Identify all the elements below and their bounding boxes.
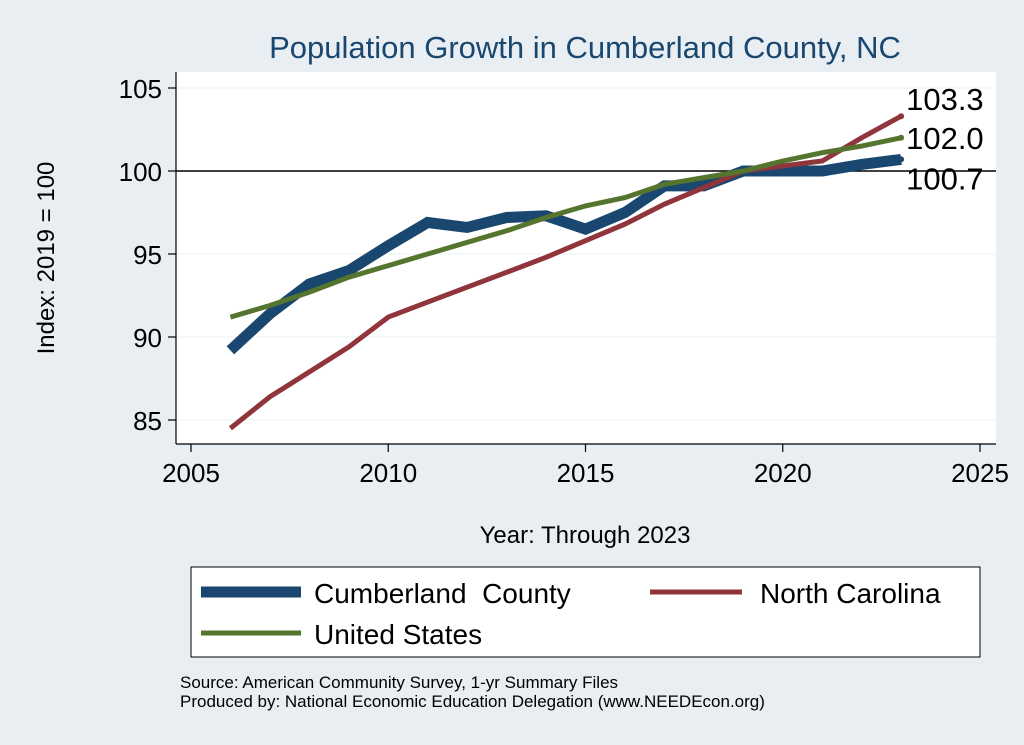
y-tick-label: 95: [133, 240, 162, 270]
plot-area: [176, 72, 996, 444]
legend-box: [190, 566, 981, 658]
x-tick-label: 2020: [754, 458, 812, 488]
x-tick-label: 2005: [162, 458, 220, 488]
legend-label-cumberland: Cumberland County: [314, 578, 571, 609]
legend-label-united-states: United States: [314, 619, 482, 650]
series-lines: [226, 114, 903, 431]
end-label-united-states: 102.0: [906, 121, 984, 156]
legend-label-north-carolina: North Carolina: [760, 578, 941, 609]
end-marker-cumberland-county: [898, 156, 905, 163]
series-line-united-states: [229, 135, 902, 320]
producer-note: Produced by: National Economic Education…: [180, 692, 765, 711]
x-tick-label: 2015: [557, 458, 615, 488]
y-axis-label: Index: 2019 = 100: [33, 162, 60, 355]
x-tick-label: 2025: [951, 458, 1009, 488]
x-axis-label: Year: Through 2023: [480, 522, 691, 549]
axes: 85 90 95 100 105 2005 2010 2015 2020 2025: [119, 72, 1009, 488]
legend: Cumberland County North Carolina United …: [190, 566, 981, 658]
end-marker-north-carolina: [898, 113, 905, 120]
x-tick-label: 2010: [359, 458, 417, 488]
end-labels: 100.7 103.3 102.0: [898, 82, 984, 196]
source-note: Source: American Community Survey, 1-yr …: [180, 673, 618, 692]
series-line-north-carolina: [228, 114, 903, 431]
y-tick-label: 100: [119, 157, 162, 187]
y-tick-label: 90: [133, 323, 162, 353]
end-marker-united-states: [898, 134, 905, 141]
y-tick-label: 105: [119, 74, 162, 104]
chart-title: Population Growth in Cumberland County, …: [269, 30, 901, 65]
series-line-cumberland-county: [226, 153, 902, 355]
y-tick-label: 85: [133, 406, 162, 436]
end-label-cumberland-county: 100.7: [906, 161, 984, 196]
end-label-north-carolina: 103.3: [906, 82, 984, 117]
